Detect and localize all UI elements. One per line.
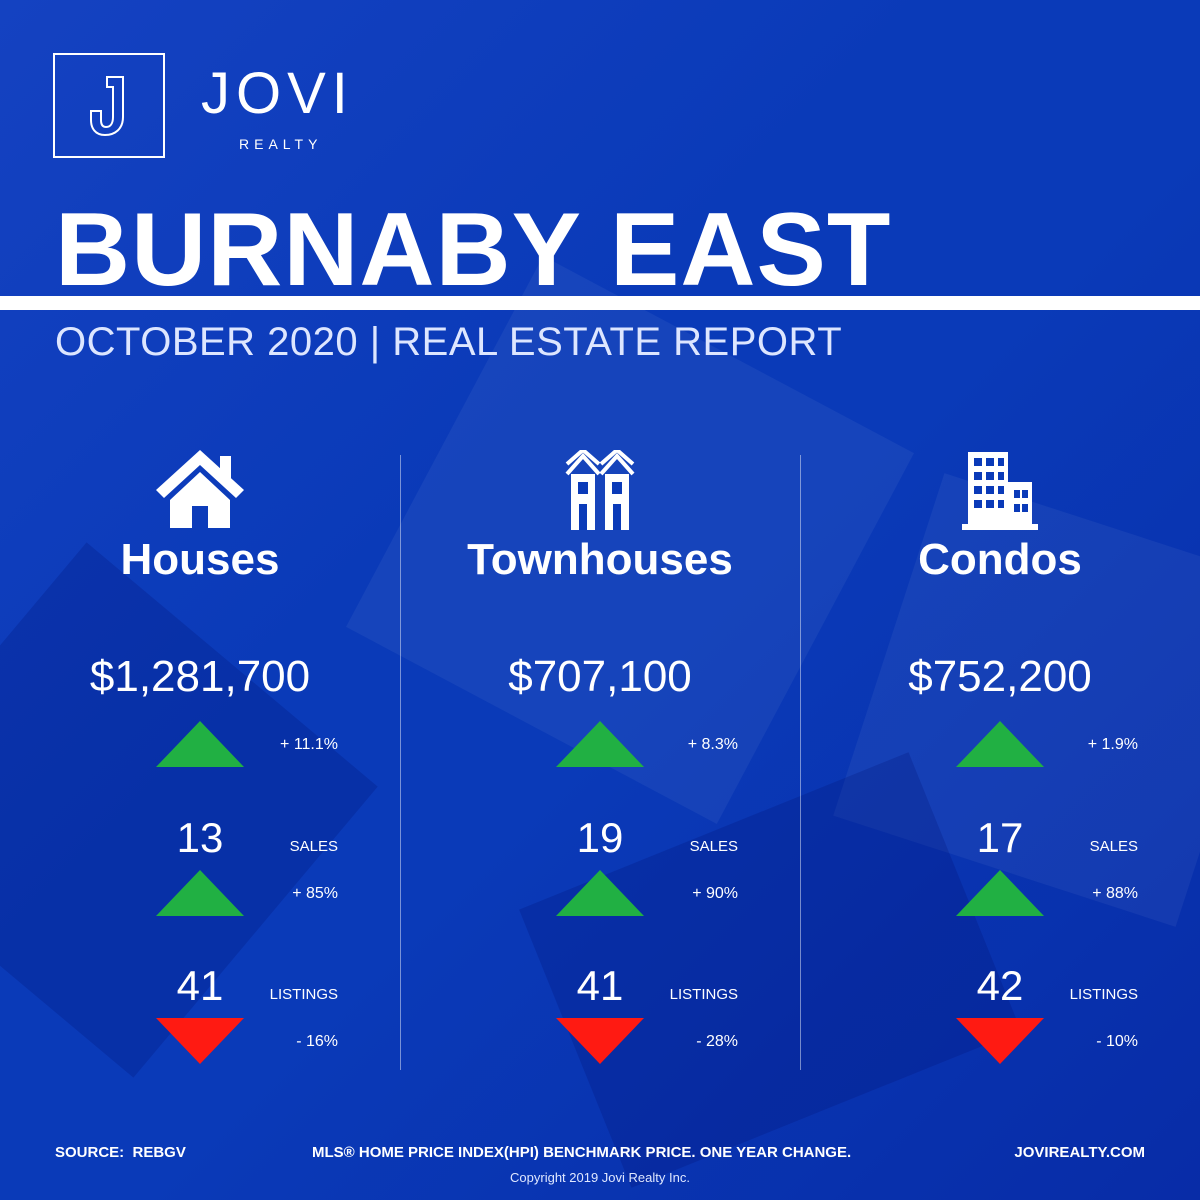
listings-label: LISTINGS — [269, 986, 338, 1003]
title-underline — [0, 296, 1200, 310]
sales-up-arrow-icon — [556, 870, 644, 916]
page-subtitle: OCTOBER 2020 | REAL ESTATE REPORT — [55, 320, 843, 364]
listings-count: 41 — [176, 962, 224, 1009]
price-up-arrow-icon — [556, 721, 644, 767]
column-divider — [800, 455, 801, 1070]
footer-website-link[interactable]: JOVIREALTY.COM — [1014, 1144, 1145, 1161]
sales-count: 19 — [576, 814, 624, 861]
logo-j-icon — [90, 76, 124, 137]
category-name: Townhouses — [467, 535, 733, 584]
listings-label: LISTINGS — [1069, 986, 1138, 1003]
benchmark-price: $1,281,700 — [89, 652, 311, 701]
sales-count: 17 — [976, 814, 1024, 861]
price-up-arrow-icon — [956, 721, 1044, 767]
house-icon — [0, 430, 400, 530]
listings-count: 41 — [576, 962, 624, 1009]
listings-change: - 28% — [696, 1033, 738, 1050]
listings-change: - 16% — [296, 1033, 338, 1050]
sales-up-arrow-icon — [156, 870, 244, 916]
page-title: BURNABY EAST — [55, 192, 892, 308]
condo-building-icon — [800, 430, 1200, 530]
listings-label: LISTINGS — [669, 986, 738, 1003]
benchmark-price: $707,100 — [508, 652, 692, 701]
listings-down-arrow-icon — [156, 1018, 244, 1064]
footer-copyright: Copyright 2019 Jovi Realty Inc. — [510, 1170, 690, 1185]
townhouses-column: Townhouses $707,100 + 8.3% 19 SALES + 90… — [400, 420, 800, 1120]
listings-down-arrow-icon — [956, 1018, 1044, 1064]
column-divider — [400, 455, 401, 1070]
listings-down-arrow-icon — [556, 1018, 644, 1064]
sales-change: + 88% — [1092, 885, 1138, 902]
sales-label: SALES — [289, 838, 338, 855]
sales-change: + 85% — [292, 885, 338, 902]
townhouse-icon — [400, 430, 800, 530]
category-name: Houses — [120, 535, 280, 584]
sales-change: + 90% — [692, 885, 738, 902]
footer-note: MLS® HOME PRICE INDEX(HPI) BENCHMARK PRI… — [312, 1144, 852, 1161]
houses-column: Houses $1,281,700 + 11.1% 13 SALES + 85%… — [0, 420, 400, 1120]
brand-sub: REALTY — [239, 136, 323, 152]
condos-column: Condos $752,200 + 1.9% 17 SALES + 88% 42… — [800, 420, 1200, 1120]
price-up-arrow-icon — [156, 721, 244, 767]
footer-source: SOURCE: REBGV — [55, 1144, 186, 1161]
price-change: + 8.3% — [687, 736, 738, 753]
benchmark-price: $752,200 — [908, 652, 1092, 701]
price-change: + 1.9% — [1087, 736, 1138, 753]
listings-change: - 10% — [1096, 1033, 1138, 1050]
sales-label: SALES — [689, 838, 738, 855]
sales-count: 13 — [176, 814, 224, 861]
sales-up-arrow-icon — [956, 870, 1044, 916]
listings-count: 42 — [976, 962, 1024, 1009]
category-name: Condos — [918, 535, 1082, 584]
sales-label: SALES — [1089, 838, 1138, 855]
brand-name: JOVI — [201, 61, 354, 126]
price-change: + 11.1% — [280, 736, 338, 753]
logo-mark — [53, 53, 165, 158]
